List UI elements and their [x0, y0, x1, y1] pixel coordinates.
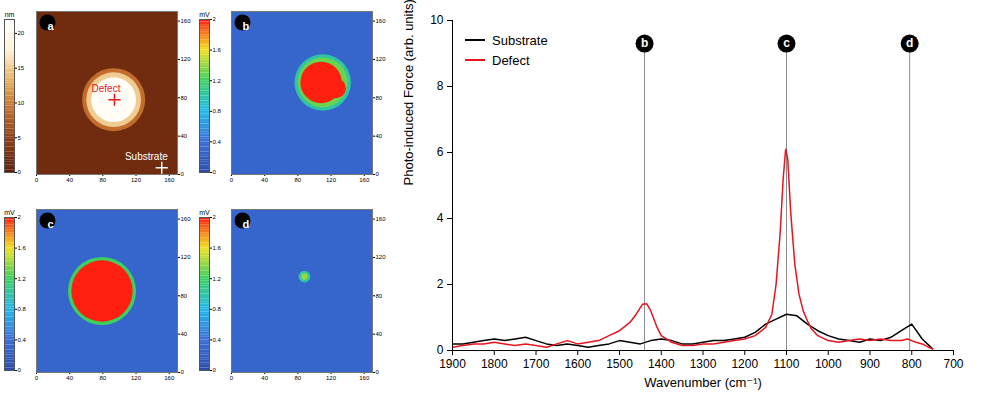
svg-text:80: 80: [181, 293, 188, 299]
svg-text:0: 0: [35, 177, 39, 183]
svg-text:1.6: 1.6: [213, 47, 222, 53]
svg-text:120: 120: [376, 56, 387, 62]
svg-text:80: 80: [100, 375, 107, 381]
svg-text:1400: 1400: [648, 357, 675, 371]
svg-text:b: b: [641, 36, 648, 50]
svg-text:160: 160: [181, 18, 192, 24]
svg-text:c: c: [48, 218, 54, 230]
svg-text:40: 40: [261, 375, 268, 381]
svg-text:160: 160: [164, 177, 175, 183]
svg-text:40: 40: [261, 177, 268, 183]
svg-text:80: 80: [295, 177, 302, 183]
svg-text:mV: mV: [4, 209, 15, 216]
svg-text:800: 800: [902, 357, 922, 371]
svg-text:160: 160: [376, 18, 387, 24]
svg-text:6: 6: [437, 145, 444, 159]
svg-text:1000: 1000: [815, 357, 842, 371]
svg-text:2: 2: [213, 16, 217, 22]
svg-text:40: 40: [66, 375, 73, 381]
svg-text:mV: mV: [199, 209, 210, 216]
svg-text:700: 700: [943, 357, 963, 371]
svg-text:120: 120: [131, 177, 142, 183]
svg-text:10: 10: [430, 13, 444, 27]
svg-text:Substrate: Substrate: [125, 151, 168, 162]
svg-text:10: 10: [18, 100, 25, 106]
svg-text:0: 0: [18, 169, 22, 175]
svg-text:80: 80: [181, 95, 188, 101]
svg-text:120: 120: [131, 375, 142, 381]
svg-text:120: 120: [181, 56, 192, 62]
svg-text:0: 0: [230, 177, 234, 183]
svg-text:5: 5: [18, 135, 22, 141]
svg-text:b: b: [243, 20, 250, 32]
svg-text:1.2: 1.2: [213, 276, 222, 282]
svg-text:80: 80: [376, 293, 383, 299]
svg-text:15: 15: [18, 65, 25, 71]
svg-text:1.2: 1.2: [213, 78, 222, 84]
svg-text:40: 40: [181, 133, 188, 139]
svg-text:nm: nm: [5, 11, 15, 18]
svg-text:40: 40: [181, 331, 188, 337]
svg-text:1.6: 1.6: [213, 245, 222, 251]
svg-text:Wavenumber (cm⁻¹): Wavenumber (cm⁻¹): [644, 375, 762, 390]
svg-text:0.4: 0.4: [213, 139, 222, 145]
svg-text:0.4: 0.4: [213, 337, 222, 343]
svg-text:1.6: 1.6: [18, 245, 27, 251]
svg-text:mV: mV: [199, 11, 210, 18]
svg-text:20: 20: [18, 30, 25, 36]
svg-text:Photo-induced Force (arb. unit: Photo-induced Force (arb. units): [401, 0, 416, 186]
svg-text:160: 160: [376, 216, 387, 222]
html-text:Substrate: Substrate: [492, 32, 548, 48]
svg-text:160: 160: [359, 375, 370, 381]
svg-text:1100: 1100: [774, 357, 800, 371]
svg-text:160: 160: [359, 177, 370, 183]
svg-text:40: 40: [66, 177, 73, 183]
svg-text:40: 40: [376, 133, 383, 139]
svg-text:2: 2: [437, 277, 444, 291]
svg-text:8: 8: [437, 79, 444, 93]
svg-text:1800: 1800: [481, 357, 508, 371]
svg-text:1500: 1500: [606, 357, 633, 371]
svg-text:1300: 1300: [690, 357, 717, 371]
svg-text:80: 80: [376, 95, 383, 101]
svg-text:Defect: Defect: [92, 83, 121, 94]
svg-text:0: 0: [376, 171, 380, 177]
svg-text:0: 0: [213, 169, 217, 175]
svg-text:2: 2: [18, 214, 22, 220]
svg-text:d: d: [906, 36, 913, 50]
svg-text:4: 4: [437, 211, 444, 225]
svg-text:1200: 1200: [731, 357, 758, 371]
svg-text:80: 80: [100, 177, 107, 183]
svg-text:120: 120: [376, 254, 387, 260]
svg-text:0: 0: [376, 369, 380, 375]
svg-text:1900: 1900: [439, 357, 466, 371]
svg-text:120: 120: [181, 254, 192, 260]
svg-text:80: 80: [295, 375, 302, 381]
svg-text:0: 0: [18, 367, 22, 373]
svg-text:0: 0: [213, 367, 217, 373]
svg-text:0: 0: [437, 343, 444, 357]
svg-text:0.8: 0.8: [213, 108, 222, 114]
svg-text:160: 160: [164, 375, 175, 381]
svg-text:900: 900: [860, 357, 880, 371]
svg-text:120: 120: [326, 375, 337, 381]
svg-text:c: c: [783, 36, 790, 50]
svg-text:0: 0: [181, 369, 185, 375]
svg-text:1.2: 1.2: [18, 276, 27, 282]
svg-text:120: 120: [326, 177, 337, 183]
svg-text:0.8: 0.8: [213, 306, 222, 312]
svg-text:0: 0: [230, 375, 234, 381]
svg-text:0: 0: [35, 375, 39, 381]
svg-text:1600: 1600: [564, 357, 591, 371]
svg-text:0.4: 0.4: [18, 337, 27, 343]
svg-text:160: 160: [181, 216, 192, 222]
html-text:Defect: Defect: [492, 52, 530, 68]
svg-text:40: 40: [376, 331, 383, 337]
svg-text:0: 0: [181, 171, 185, 177]
svg-text:2: 2: [213, 214, 217, 220]
svg-text:a: a: [48, 20, 55, 32]
svg-text:d: d: [243, 218, 250, 230]
svg-text:0.8: 0.8: [18, 306, 27, 312]
svg-text:1700: 1700: [523, 357, 550, 371]
